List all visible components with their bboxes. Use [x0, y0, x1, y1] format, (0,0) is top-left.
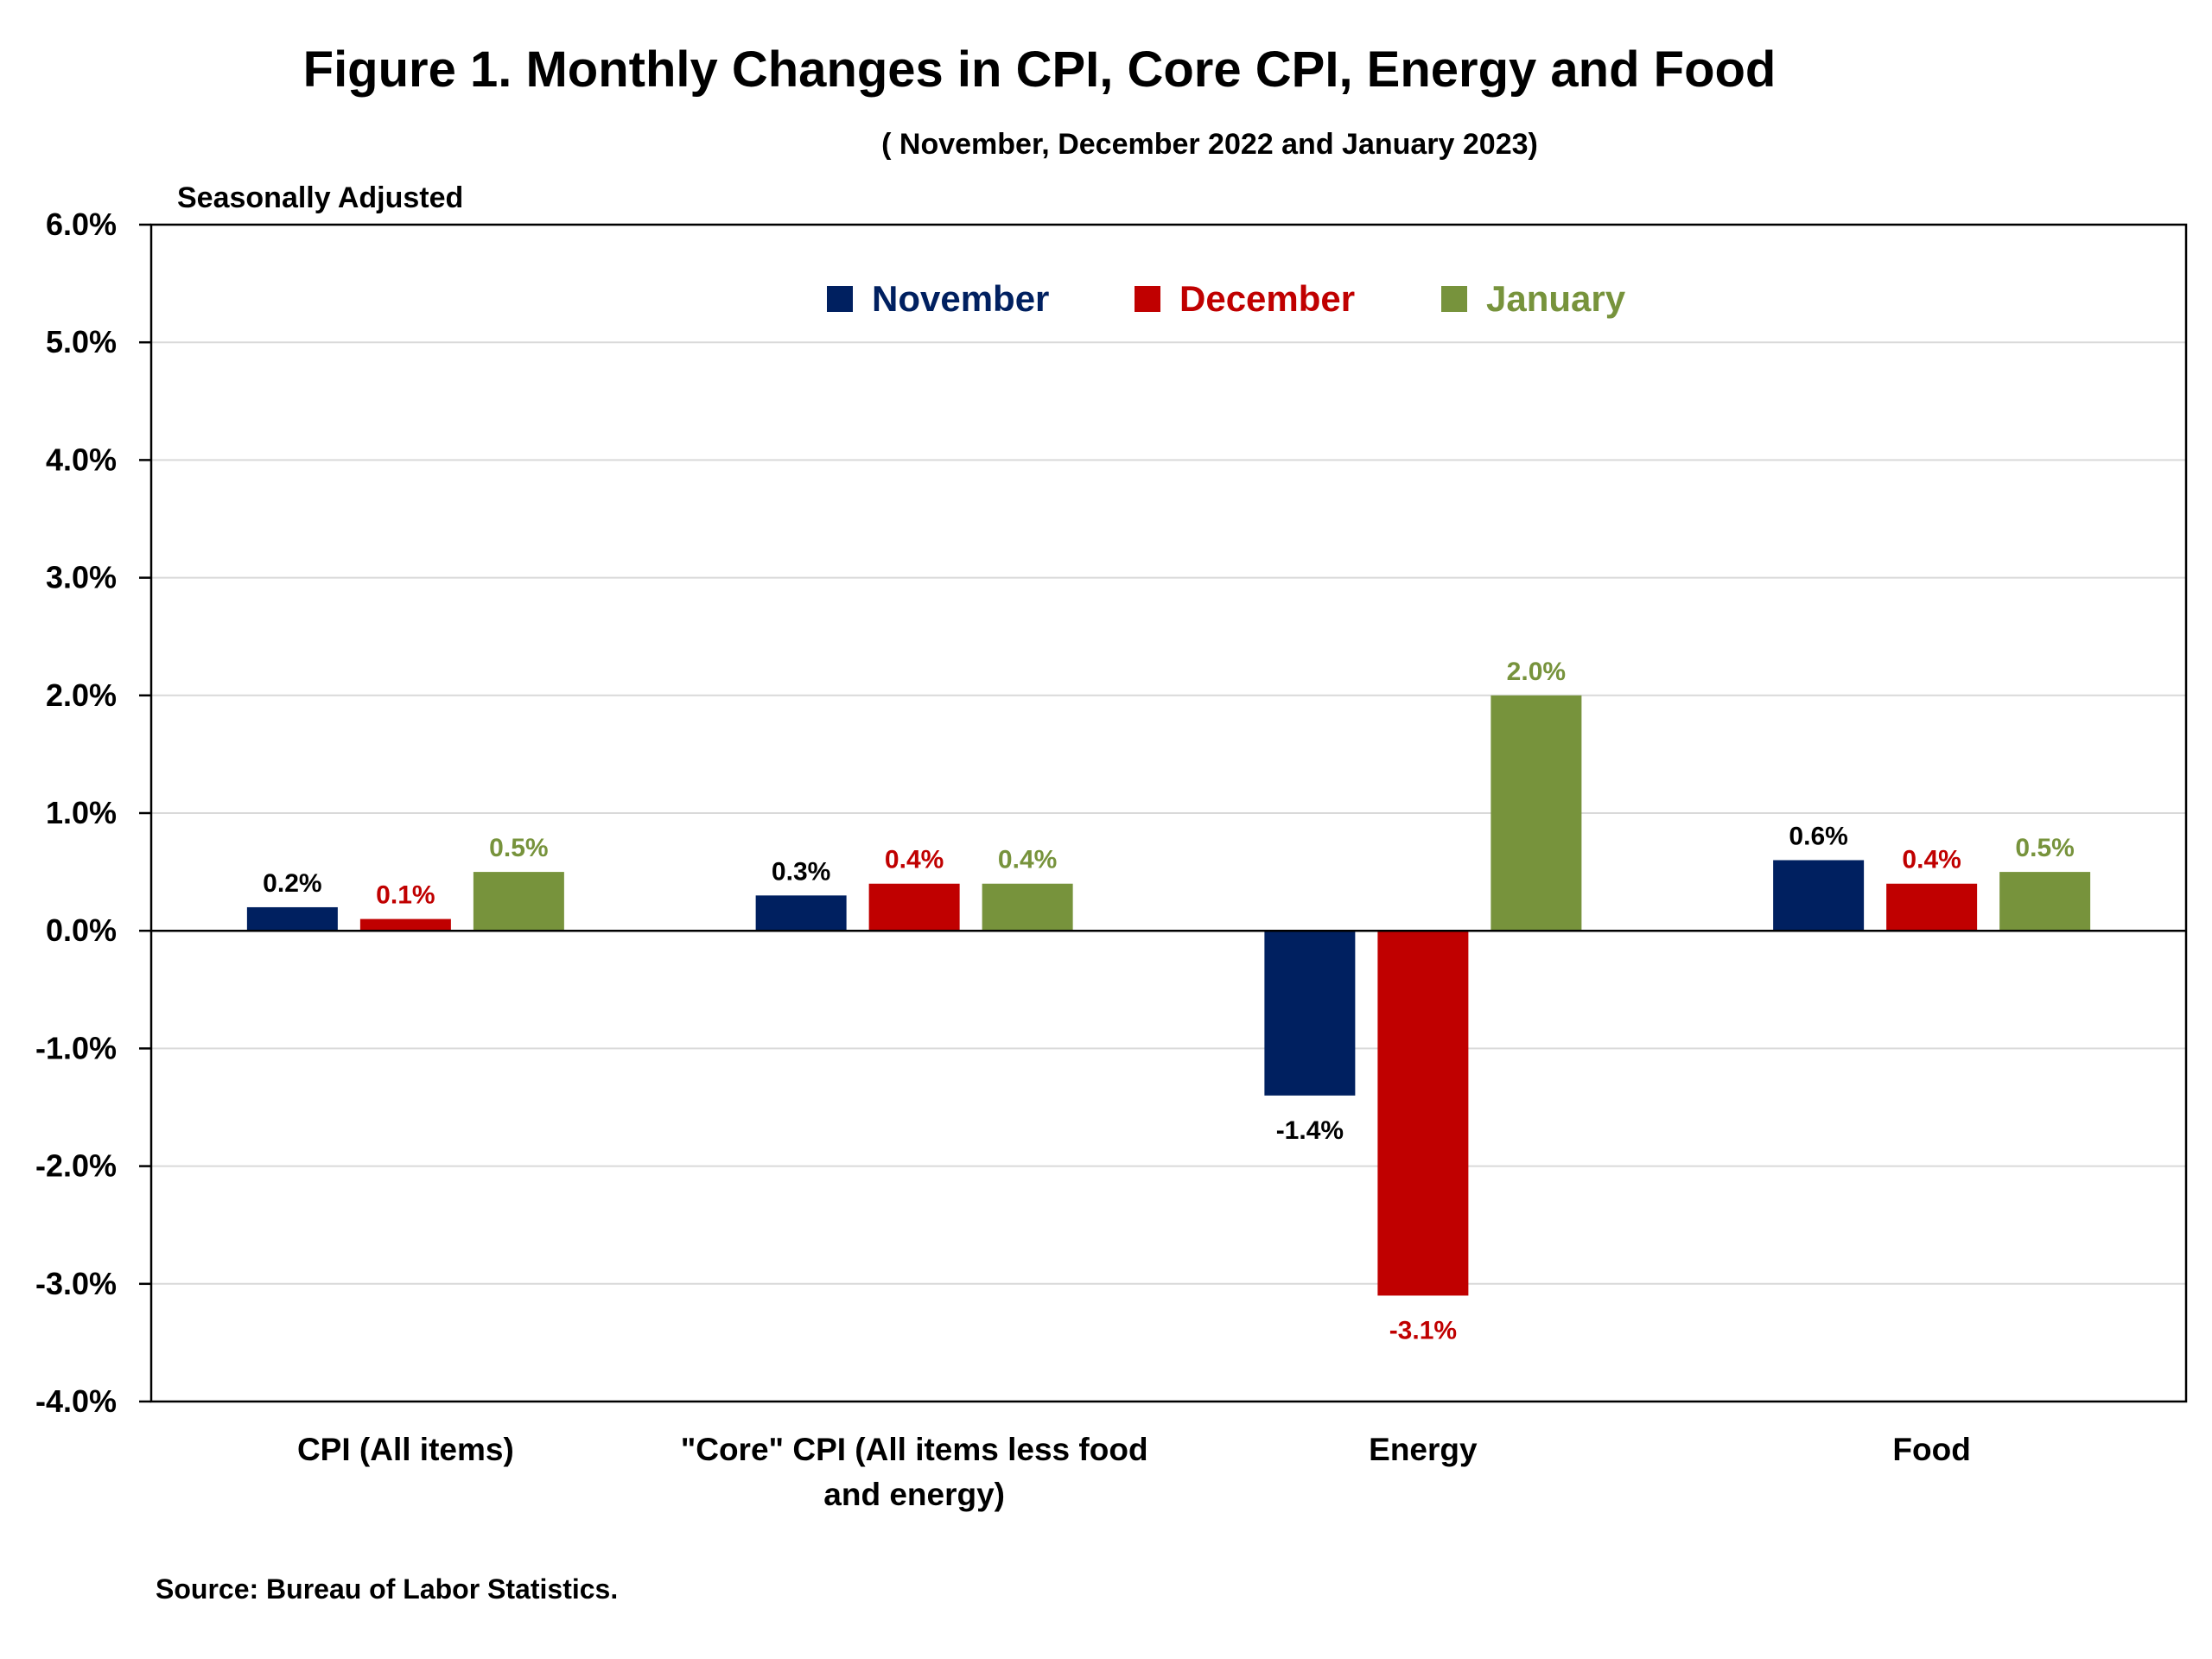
legend: November December January: [827, 278, 1626, 319]
bar-december: [1377, 931, 1469, 1296]
data-label: 0.1%: [376, 881, 435, 910]
bar-november: [246, 906, 338, 931]
x-tick-label: "Core" CPI (All items less food: [681, 1432, 1148, 1467]
legend-label: December: [1179, 278, 1355, 319]
data-label: 0.4%: [885, 846, 944, 874]
bar-january: [473, 872, 564, 931]
y-axis: 6.0% 5.0% 4.0% 3.0% 2.0% 1.0% 0.0% -1.0% -2.0% -3…: [35, 207, 151, 1419]
y-tick-label: -3.0%: [35, 1266, 117, 1301]
bar-november: [1264, 931, 1356, 1096]
data-label: 0.4%: [998, 846, 1057, 874]
y-tick-label: 6.0%: [46, 207, 117, 242]
y-tick-label: 5.0%: [46, 324, 117, 359]
bar-november: [1773, 860, 1865, 931]
data-label: -3.1%: [1389, 1316, 1457, 1344]
x-tick-label: CPI (All items): [297, 1432, 514, 1467]
legend-swatch: [1135, 286, 1160, 312]
data-label: 2.0%: [1507, 658, 1566, 686]
y-tick-label: 4.0%: [46, 442, 117, 477]
x-axis: CPI (All items) "Core" CPI (All items les…: [297, 1432, 1971, 1512]
bar-january: [1491, 695, 1582, 931]
bar-december: [1886, 883, 1978, 931]
bar-december: [359, 918, 451, 931]
x-tick-label: and energy): [823, 1477, 1005, 1512]
data-label: 0.3%: [772, 857, 830, 886]
data-label: 0.5%: [2015, 834, 2074, 862]
x-tick-label: Energy: [1369, 1432, 1478, 1467]
legend-label: January: [1486, 278, 1626, 319]
bar-december: [868, 883, 960, 931]
seasonally-adjusted-note: Seasonally Adjusted: [177, 181, 463, 214]
bar-january: [1999, 872, 2091, 931]
gridlines: [151, 341, 2186, 1285]
data-label: 0.5%: [489, 834, 548, 862]
bars: [246, 695, 2091, 1296]
y-tick-label: -1.0%: [35, 1030, 117, 1065]
y-tick-label: -2.0%: [35, 1148, 117, 1184]
data-label: -1.4%: [1276, 1116, 1344, 1145]
bar-november: [755, 895, 847, 931]
data-labels: 0.2% 0.3% -1.4% 0.6% 0.1% 0.4% -3.1% 0.4% 0.5% 0.…: [263, 658, 2075, 1345]
x-tick-label: Food: [1892, 1432, 1970, 1467]
legend-label: November: [872, 278, 1049, 319]
data-label: 0.4%: [1902, 846, 1961, 874]
chart-title: Figure 1. Monthly Changes in CPI, Core C…: [303, 41, 1777, 98]
chart-subtitle: ( November, December 2022 and January 20…: [881, 128, 1538, 161]
y-tick-label: 0.0%: [46, 912, 117, 948]
y-tick-label: 3.0%: [46, 560, 117, 595]
source-note: Source: Bureau of Labor Statistics.: [156, 1573, 618, 1605]
y-tick-label: 1.0%: [46, 795, 117, 830]
data-label: 0.6%: [1789, 822, 1847, 850]
y-tick-label: 2.0%: [46, 677, 117, 713]
y-tick-label: -4.0%: [35, 1383, 117, 1419]
bar-january: [982, 883, 1073, 931]
plot-frame: [149, 223, 2188, 1403]
legend-swatch: [827, 286, 853, 312]
data-label: 0.2%: [263, 869, 321, 898]
legend-swatch: [1441, 286, 1467, 312]
